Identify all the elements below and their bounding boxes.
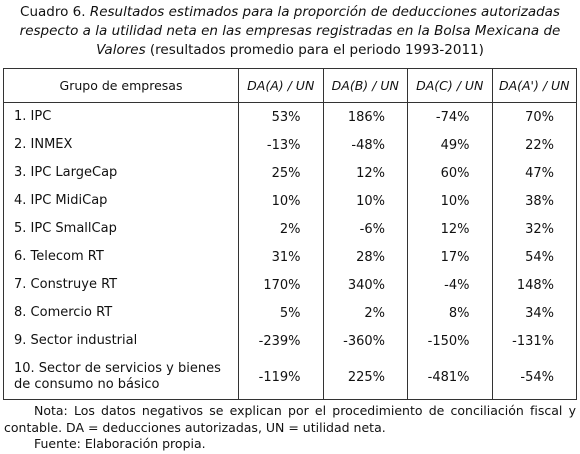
- value-cell: 148%: [491, 271, 577, 299]
- value-cell: 5%: [238, 299, 323, 327]
- note: Nota: Los datos negativos se explican po…: [4, 403, 576, 435]
- group-cell: 2. INMEX: [3, 131, 239, 159]
- value-cell: 186%: [322, 102, 408, 131]
- value-cell: 170%: [238, 271, 323, 299]
- table-row: 2. INMEX -13% -48% 49% 22%: [3, 131, 577, 159]
- value-cell: 2%: [238, 215, 323, 243]
- value-cell: 10%: [407, 187, 492, 215]
- value-cell: 2%: [322, 299, 408, 327]
- table-body: 1. IPC 53% 186% -74% 70% 2. INMEX -13% -48% 49% 2…: [3, 102, 577, 400]
- column-header: Grupo de empresas: [3, 68, 239, 103]
- value-cell: -239%: [238, 327, 323, 355]
- table-row: 7. Construye RT 170% 340% -4% 148%: [3, 271, 577, 299]
- caption-period: (resultados promedio para el periodo 199…: [149, 42, 484, 58]
- header-row: Grupo de empresas DA(A) / UN DA(B) / UN DA(…: [3, 68, 577, 103]
- value-cell: 34%: [491, 299, 577, 327]
- value-cell: -6%: [322, 215, 408, 243]
- value-cell: 70%: [491, 102, 577, 131]
- caption-title: Resultados estimados para la proporción …: [19, 4, 561, 58]
- table-row: 3. IPC LargeCap 25% 12% 60% 47%: [3, 159, 577, 187]
- value-cell: 47%: [491, 159, 577, 187]
- table-head: Grupo de empresas DA(A) / UN DA(B) / UN DA(…: [3, 68, 577, 103]
- value-cell: -4%: [407, 271, 492, 299]
- value-cell: -360%: [322, 327, 408, 355]
- table-row: 5. IPC SmallCap 2% -6% 12% 32%: [3, 215, 577, 243]
- group-cell: 10. Sector de servicios y bienes de cons…: [3, 355, 239, 400]
- value-cell: 53%: [238, 102, 323, 131]
- table-row: 6. Telecom RT 31% 28% 17% 54%: [3, 243, 577, 271]
- column-header: DA(B) / UN: [322, 68, 408, 103]
- results-table: Grupo de empresas DA(A) / UN DA(B) / UN DA(…: [3, 68, 577, 400]
- value-cell: 12%: [407, 215, 492, 243]
- value-cell: -48%: [322, 131, 408, 159]
- column-header: DA(A) / UN: [238, 68, 323, 103]
- value-cell: -119%: [238, 355, 323, 400]
- value-cell: 225%: [322, 355, 408, 400]
- caption-label: Cuadro 6.: [20, 4, 86, 20]
- table-row: 4. IPC MidiCap 10% 10% 10% 38%: [3, 187, 577, 215]
- value-cell: -74%: [407, 102, 492, 131]
- group-cell: 1. IPC: [3, 102, 239, 131]
- value-cell: 22%: [491, 131, 577, 159]
- group-cell: 3. IPC LargeCap: [3, 159, 239, 187]
- value-cell: 17%: [407, 243, 492, 271]
- source: Fuente: Elaboración propia.: [34, 436, 206, 451]
- table-row: 10. Sector de servicios y bienes de cons…: [3, 355, 577, 400]
- value-cell: 10%: [322, 187, 408, 215]
- value-cell: 12%: [322, 159, 408, 187]
- group-cell: 7. Construye RT: [3, 271, 239, 299]
- value-cell: 32%: [491, 215, 577, 243]
- group-cell: 8. Comercio RT: [3, 299, 239, 327]
- value-cell: 60%: [407, 159, 492, 187]
- caption: Cuadro 6. Resultados estimados para la p…: [4, 3, 576, 60]
- value-cell: 28%: [322, 243, 408, 271]
- value-cell: 25%: [238, 159, 323, 187]
- group-cell: 5. IPC SmallCap: [3, 215, 239, 243]
- value-cell: -150%: [407, 327, 492, 355]
- value-cell: -54%: [491, 355, 577, 400]
- value-cell: 38%: [491, 187, 577, 215]
- value-cell: -13%: [238, 131, 323, 159]
- table-row: 8. Comercio RT 5% 2% 8% 34%: [3, 299, 577, 327]
- column-header: DA(A') / UN: [491, 68, 577, 103]
- value-cell: 49%: [407, 131, 492, 159]
- column-header: DA(C) / UN: [407, 68, 492, 103]
- notes: Nota: Los datos negativos se explican po…: [4, 403, 576, 453]
- value-cell: 31%: [238, 243, 323, 271]
- value-cell: 340%: [322, 271, 408, 299]
- value-cell: -131%: [491, 327, 577, 355]
- group-cell: 4. IPC MidiCap: [3, 187, 239, 215]
- table-row: 1. IPC 53% 186% -74% 70%: [3, 102, 577, 131]
- group-cell: 9. Sector industrial: [3, 327, 239, 355]
- value-cell: 8%: [407, 299, 492, 327]
- table-row: 9. Sector industrial -239% -360% -150% -131%: [3, 327, 577, 355]
- value-cell: 54%: [491, 243, 577, 271]
- value-cell: 10%: [238, 187, 323, 215]
- value-cell: -481%: [407, 355, 492, 400]
- group-cell: 6. Telecom RT: [3, 243, 239, 271]
